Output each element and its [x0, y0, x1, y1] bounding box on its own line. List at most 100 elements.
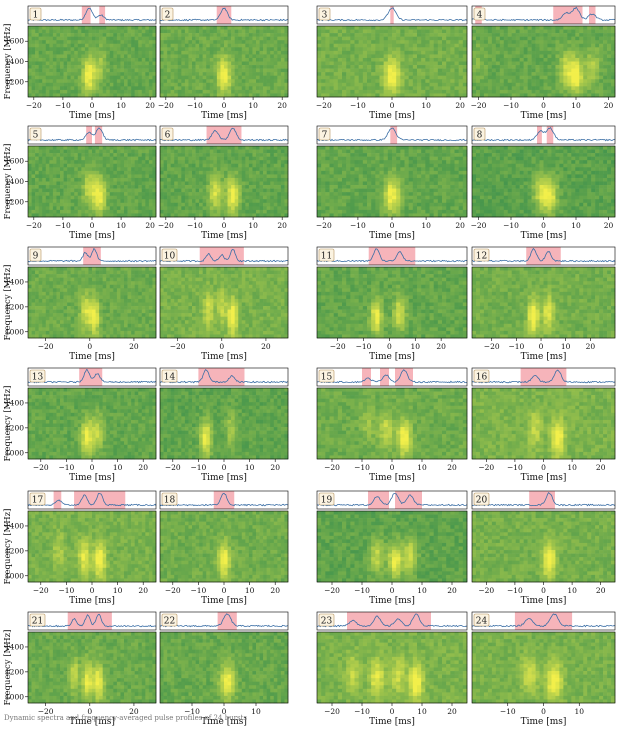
spectrum-cell: [35, 185, 39, 189]
spectrum-cell: [131, 192, 135, 196]
spectrum-cell: [252, 82, 257, 87]
spectrum-cell: [487, 36, 493, 41]
spectrum-cell: [245, 36, 250, 41]
spectrum-cell: [387, 89, 393, 94]
spectrum-cell: [425, 43, 430, 48]
spectrum-cell: [224, 209, 228, 214]
spectrum-cell: [206, 185, 211, 189]
spectrum-cell: [367, 188, 372, 193]
spectrum-cell: [84, 54, 89, 59]
spectrum-cell: [337, 181, 343, 186]
spectrum-cell: [95, 167, 100, 172]
spectrum-cell: [458, 75, 464, 80]
x-tick-label: −10: [350, 101, 366, 110]
spectrum-cell: [60, 199, 64, 204]
spectrum-cell: [342, 177, 347, 182]
spectrum-cell: [417, 75, 422, 80]
spectrum-cell: [109, 199, 114, 204]
spectrum-cell: [102, 177, 107, 182]
spectrum-cell: [379, 79, 384, 84]
spectrum-cell: [479, 79, 485, 84]
spectrum-cell: [167, 86, 171, 91]
spectrum-cell: [134, 209, 139, 214]
spectrum-cell: [138, 170, 143, 175]
spectrum-cell: [206, 26, 211, 30]
spectrum-cell: [99, 36, 103, 41]
spectrum-cell: [499, 50, 505, 55]
spectrum-cell: [199, 163, 203, 168]
spectrum-cell: [266, 192, 271, 196]
spectrum-cell: [392, 163, 397, 168]
spectrum-cell: [138, 167, 143, 172]
spectrum-cell: [371, 36, 376, 41]
spectrum-cell: [120, 72, 125, 76]
spectrum-cell: [28, 89, 32, 94]
spectrum-cell: [317, 61, 322, 66]
spectrum-cell: [266, 202, 271, 207]
spectrum-cell: [206, 79, 211, 84]
spectrum-cell: [284, 26, 289, 30]
spectrum-cell: [507, 36, 513, 41]
spectrum-cell: [543, 61, 548, 66]
spectrum-cell: [362, 195, 368, 200]
spectrum-cell: [163, 160, 168, 165]
spectrum-cell: [95, 54, 100, 59]
spectrum-cell: [425, 174, 430, 179]
spectrum-cell: [404, 185, 409, 189]
spectrum-cell: [95, 93, 100, 98]
spectrum-cell: [84, 86, 89, 91]
spectrum-cell: [145, 160, 150, 165]
spectrum-cell: [227, 89, 232, 94]
spectrum-cell: [177, 89, 182, 94]
spectrum-cell: [148, 170, 153, 175]
spectrum-cell: [116, 72, 121, 76]
spectrum-cell: [371, 26, 376, 30]
spectrum-cell: [412, 33, 418, 37]
spectrum-cell: [503, 75, 509, 80]
spectrum-cell: [454, 54, 459, 59]
spectrum-cell: [56, 61, 61, 66]
spectrum-cell: [227, 61, 232, 66]
spectrum-cell: [216, 170, 221, 175]
spectrum-cell: [280, 195, 285, 200]
spectrum-cell: [141, 57, 146, 62]
spectrum-cell: [138, 153, 143, 157]
spectrum-cell: [84, 146, 89, 150]
burst-label-box: [473, 7, 486, 21]
spectrum-cell: [575, 26, 580, 30]
spectrum-cell: [77, 206, 82, 211]
spectrum-cell: [35, 160, 39, 165]
spectrum-cell: [329, 29, 334, 34]
spectrum-cell: [184, 146, 189, 150]
spectrum-cell: [483, 61, 489, 66]
spectrum-cell: [367, 93, 372, 98]
spectrum-cell: [202, 82, 207, 87]
spectrum-cell: [192, 167, 196, 172]
spectrum-cell: [442, 33, 447, 37]
spectrum-cell: [141, 177, 146, 182]
spectrum-cell: [216, 57, 221, 62]
spectrum-cell: [396, 174, 401, 179]
spectrum-cell: [28, 61, 32, 66]
spectrum-cell: [52, 146, 57, 150]
spectrum-cell: [454, 160, 459, 165]
spectrum-cell: [84, 61, 89, 66]
spectrum-cell: [49, 61, 54, 66]
spectrum-cell: [124, 192, 128, 196]
spectrum-cell: [270, 47, 275, 52]
spectrum-cell: [67, 199, 71, 204]
spectrum-cell: [263, 153, 267, 157]
spectrum-cell: [38, 26, 43, 30]
spectrum-cell: [412, 167, 418, 172]
spectrum-cell: [412, 26, 418, 30]
spectrum-cell: [499, 43, 505, 48]
spectrum-cell: [113, 206, 118, 211]
spectrum-cell: [28, 177, 32, 182]
spectrum-cell: [141, 54, 146, 59]
spectrum-cell: [70, 93, 75, 98]
spectrum-cell: [591, 79, 596, 84]
spectrum-cell: [611, 54, 616, 59]
spectrum-cell: [245, 149, 250, 154]
spectrum-cell: [412, 61, 418, 66]
spectrum-cell: [188, 177, 193, 182]
